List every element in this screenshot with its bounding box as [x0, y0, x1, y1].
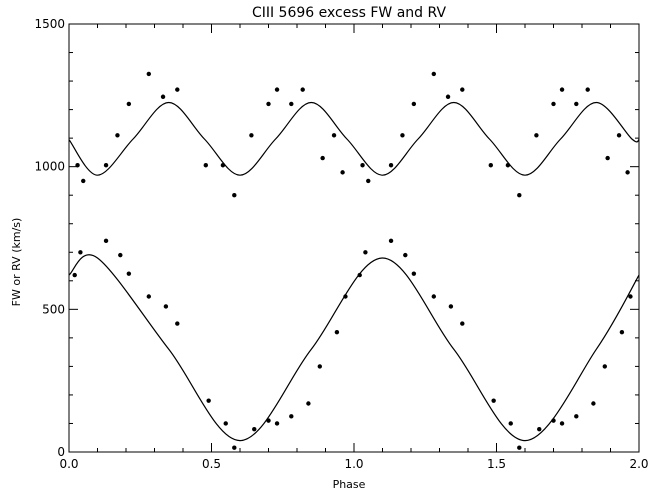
data-point: [431, 294, 436, 299]
data-point: [448, 304, 454, 309]
data-point: [274, 421, 280, 426]
data-point: [103, 238, 109, 244]
data-point: [491, 398, 496, 403]
x-tick-label: 2.0: [629, 457, 648, 471]
data-point: [175, 87, 180, 92]
data-point: [232, 193, 237, 198]
data-point: [585, 87, 590, 92]
data-point: [551, 101, 556, 107]
x-tick-label: 1.0: [344, 457, 363, 471]
data-point: [388, 238, 394, 244]
data-point: [289, 414, 294, 419]
data-point: [320, 155, 325, 161]
data-point: [517, 193, 522, 198]
data-point: [334, 329, 340, 335]
data-point: [126, 101, 132, 107]
data-point: [460, 87, 465, 92]
y-tick-label: 1500: [34, 17, 65, 31]
data-point: [72, 272, 77, 278]
data-point: [460, 321, 465, 326]
x-axis: 0.0 0.5 1.0 1.5 2.0: [59, 24, 649, 471]
data-point: [126, 271, 132, 276]
x-tick-label: 1.5: [487, 457, 506, 471]
data-point: [331, 133, 337, 138]
data-point: [445, 94, 451, 99]
data-point: [431, 71, 436, 77]
data-point: [163, 304, 169, 309]
y-axis: 0 500 1000 1500: [34, 17, 639, 459]
data-point: [559, 87, 565, 92]
data-point: [118, 252, 123, 258]
plot-frame: [68, 23, 640, 453]
series-layer: [68, 71, 640, 450]
data-point: [252, 426, 257, 432]
data-point: [628, 294, 633, 299]
data-point: [605, 155, 610, 161]
data-point: [411, 101, 417, 107]
data-point: [300, 87, 305, 92]
data-point: [103, 163, 109, 168]
plot-area: [68, 23, 640, 453]
data-point: [274, 87, 280, 92]
data-point: [306, 401, 311, 406]
data-point: [266, 101, 271, 107]
data-point: [363, 250, 368, 255]
y-tick-label: 0: [57, 445, 65, 459]
data-point: [625, 170, 630, 175]
data-point: [591, 401, 596, 406]
data-point: [559, 421, 565, 426]
fit-curve-3: [68, 254, 640, 442]
data-point: [203, 163, 208, 168]
data-point: [249, 133, 254, 138]
data-point: [78, 250, 83, 255]
data-point: [146, 294, 151, 299]
data-point: [206, 398, 211, 403]
data-point: [232, 445, 237, 450]
data-point: [534, 133, 539, 138]
data-point: [616, 133, 622, 138]
data-point: [81, 178, 86, 184]
y-tick-label: 500: [42, 302, 65, 316]
data-point: [115, 133, 120, 138]
data-point: [574, 101, 579, 107]
data-point: [160, 94, 166, 99]
data-point: [619, 329, 625, 335]
data-point: [400, 133, 405, 138]
data-point: [411, 271, 417, 276]
x-tick-label: 0.5: [202, 457, 221, 471]
data-point: [537, 426, 542, 432]
data-point: [508, 421, 513, 426]
data-point: [357, 272, 362, 278]
data-point: [403, 252, 408, 258]
chart-title: CIII 5696 excess FW and RV: [252, 5, 447, 21]
data-point: [360, 163, 365, 168]
y-axis-label: FW or RV (km/s): [10, 218, 23, 307]
x-axis-label: Phase: [333, 478, 366, 491]
data-point: [388, 163, 394, 168]
y-tick-label: 1000: [34, 160, 65, 174]
data-point: [175, 321, 180, 326]
data-point: [146, 71, 151, 77]
data-point: [366, 178, 371, 184]
data-point: [488, 163, 493, 168]
data-point: [574, 414, 579, 419]
data-point: [602, 364, 607, 369]
data-point: [75, 163, 80, 168]
fit-curve-1: [68, 101, 640, 176]
x-tick-label: 0.0: [59, 457, 78, 471]
data-point: [289, 101, 294, 107]
data-point: [223, 421, 228, 426]
data-point: [317, 364, 322, 369]
data-point: [517, 445, 522, 450]
data-point: [340, 170, 345, 175]
